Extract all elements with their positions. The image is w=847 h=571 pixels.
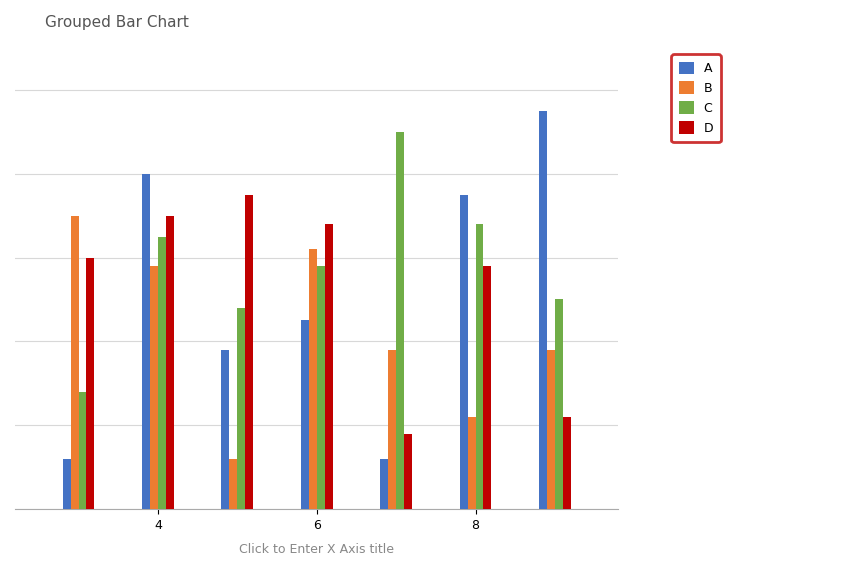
Bar (404, 434, 412, 509)
Bar (396, 132, 404, 509)
Bar (237, 308, 246, 509)
Text: Grouped Bar Chart: Grouped Bar Chart (45, 15, 189, 30)
Bar (317, 266, 324, 509)
Bar (475, 224, 484, 509)
Bar (468, 417, 475, 509)
Bar (221, 350, 230, 509)
Bar (555, 299, 563, 509)
Bar (460, 195, 468, 509)
Bar (301, 320, 309, 509)
Bar (547, 350, 555, 509)
Bar (563, 417, 571, 509)
Legend: A, B, C, D: A, B, C, D (671, 54, 721, 142)
Bar (150, 266, 158, 509)
Bar (79, 392, 86, 509)
Bar (70, 216, 79, 509)
Bar (166, 216, 174, 509)
Bar (63, 459, 70, 509)
Bar (86, 258, 94, 509)
Bar (230, 459, 237, 509)
Bar (158, 236, 166, 509)
Bar (324, 224, 333, 509)
Bar (380, 459, 388, 509)
Bar (142, 174, 150, 509)
X-axis label: Click to Enter X Axis title: Click to Enter X Axis title (239, 543, 394, 556)
Bar (246, 195, 253, 509)
Bar (309, 249, 317, 509)
Bar (539, 111, 547, 509)
Bar (388, 350, 396, 509)
Bar (484, 266, 491, 509)
